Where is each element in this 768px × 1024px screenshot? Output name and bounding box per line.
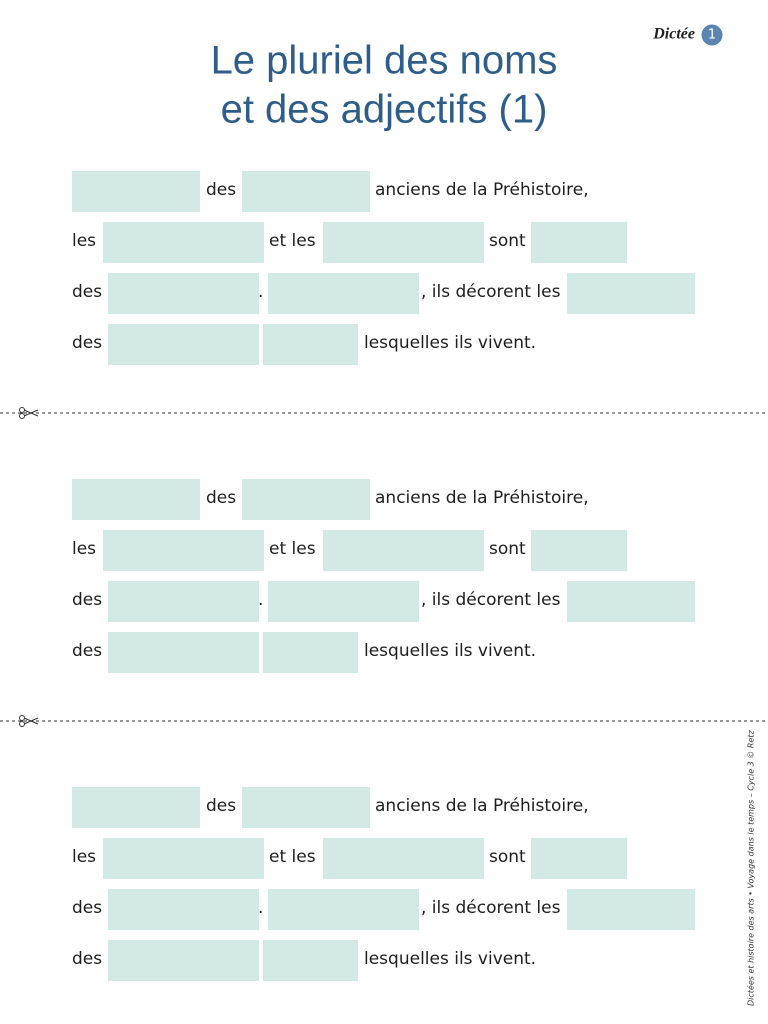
line-text: lesquelles ils vivent. [364, 949, 536, 969]
answer-blank [108, 632, 259, 673]
line-text: des [72, 898, 102, 918]
line-text: des [72, 641, 102, 661]
line-text: anciens de la Préhistoire, [375, 796, 589, 816]
answer-blank [531, 838, 627, 879]
answer-blank [323, 222, 484, 263]
line-text: des [72, 949, 102, 969]
line-text: anciens de la Préhistoire, [375, 488, 589, 508]
answer-blank [72, 787, 200, 828]
answer-blank [567, 273, 695, 314]
line-text: sont [489, 231, 526, 251]
answer-blank [567, 889, 695, 930]
answer-blank [531, 222, 627, 263]
answer-blank [108, 940, 259, 981]
answer-blank [323, 530, 484, 571]
answer-blank [268, 581, 419, 622]
line-text: et les [269, 539, 316, 559]
line-text: et les [269, 847, 316, 867]
line-text: des [72, 590, 102, 610]
line-text: , ils décorent les [421, 590, 561, 610]
badge-number: 1 [708, 28, 716, 43]
answer-blank [72, 479, 200, 520]
answer-blank [268, 273, 419, 314]
line-text: anciens de la Préhistoire, [375, 180, 589, 200]
line-text: des [72, 282, 102, 302]
cut-line [0, 715, 768, 727]
answer-blank [242, 171, 370, 212]
answer-blank [103, 838, 264, 879]
line-text: , ils décorent les [421, 898, 561, 918]
line-text: lesquelles ils vivent. [364, 641, 536, 661]
answer-blank [268, 889, 419, 930]
line-text: sont [489, 847, 526, 867]
line-text: les [72, 539, 96, 559]
answer-blank [567, 581, 695, 622]
answer-blank [103, 222, 264, 263]
answer-blank [242, 787, 370, 828]
answer-blank [72, 171, 200, 212]
line-text: , ils décorent les [421, 282, 561, 302]
answer-blank [108, 581, 259, 622]
line-text: . [258, 282, 263, 302]
answer-blank [323, 838, 484, 879]
answer-blank [103, 530, 264, 571]
answer-blank [242, 479, 370, 520]
line-text: des [206, 796, 236, 816]
line-text: les [72, 847, 96, 867]
answer-blank [263, 940, 358, 981]
answer-blank [108, 889, 259, 930]
title-line: et des adjectifs (1) [221, 88, 548, 132]
title-line: Le pluriel des noms [211, 39, 558, 83]
line-text: . [258, 898, 263, 918]
answer-blank [531, 530, 627, 571]
line-text: lesquelles ils vivent. [364, 333, 536, 353]
answer-blank [263, 632, 358, 673]
line-text: sont [489, 539, 526, 559]
answer-blank [263, 324, 358, 365]
credit: Dictées et histoire des arts • Voyage da… [746, 730, 756, 1006]
line-text: des [206, 488, 236, 508]
answer-blank [108, 324, 259, 365]
badge-circle [701, 24, 723, 46]
line-text: les [72, 231, 96, 251]
answer-blank [108, 273, 259, 314]
line-text: et les [269, 231, 316, 251]
badge-label: Dictée [652, 26, 695, 43]
line-text: des [72, 333, 102, 353]
cut-line [0, 407, 768, 419]
line-text: . [258, 590, 263, 610]
line-text: des [206, 180, 236, 200]
